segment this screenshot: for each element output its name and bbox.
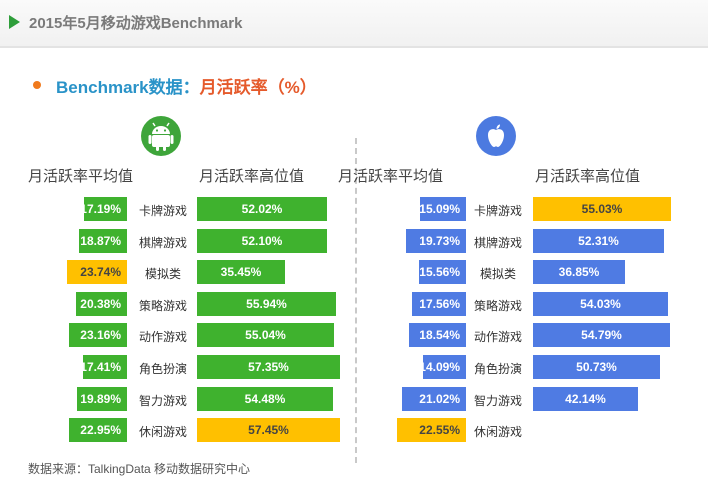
category-label: 策略游戏: [138, 299, 187, 313]
apple-icon: [476, 116, 516, 156]
bar-average: 15.09%: [419, 197, 466, 221]
category-label: 休闲游戏: [473, 425, 522, 439]
bar-average: 21.02%: [402, 387, 466, 411]
category-label: 卡牌游戏: [473, 204, 522, 218]
category-label: 模拟类: [479, 267, 516, 281]
category-label: 策略游戏: [473, 299, 522, 313]
bar-high: 36.85%: [533, 260, 625, 284]
header-bar: 2015年5月移动游戏Benchmark: [0, 0, 708, 48]
bar-high: 54.03%: [533, 292, 668, 316]
bar-high: 57.35%: [197, 355, 340, 379]
category-label: 智力游戏: [138, 394, 187, 408]
bullet-dot-icon: [33, 81, 41, 89]
bar-average: 20.38%: [76, 292, 127, 316]
bar-average: 17.41%: [80, 355, 127, 379]
bar-average: 23.74%: [67, 260, 127, 284]
subtitle-part-b: 月活跃率（%）: [199, 78, 317, 97]
android-icon: [141, 116, 181, 156]
category-label: 智力游戏: [473, 394, 522, 408]
bar-average: 18.54%: [409, 323, 466, 347]
category-label: 角色扮演: [473, 362, 522, 376]
category-label: 棋牌游戏: [138, 236, 187, 250]
bar-average: 22.55%: [397, 418, 466, 442]
subtitle-part-a: Benchmark数据：: [56, 78, 200, 97]
category-label: 卡牌游戏: [138, 204, 187, 218]
category-label: 动作游戏: [473, 330, 522, 344]
bar-average: 17.56%: [412, 292, 466, 316]
bar-average: 14.09%: [419, 355, 466, 379]
bar-high: 35.45%: [197, 260, 285, 284]
play-triangle-icon: [9, 15, 20, 29]
bar-average: 15.56%: [419, 260, 466, 284]
center-divider: [355, 138, 357, 463]
series-header-average: 月活跃率平均值: [28, 168, 134, 185]
header-title: 2015年5月移动游戏Benchmark: [29, 15, 243, 32]
bar-average: 23.16%: [69, 323, 127, 347]
bar-average: 19.89%: [77, 387, 127, 411]
bar-high: 54.48%: [197, 387, 333, 411]
bar-high: 57.45%: [197, 418, 340, 442]
bar-high: 55.94%: [197, 292, 336, 316]
series-header-average: 月活跃率平均值: [338, 168, 444, 185]
category-label: 动作游戏: [138, 330, 187, 344]
series-header-high: 月活跃率高位值: [535, 168, 641, 185]
chart-subtitle: Benchmark数据：月活跃率（%）: [56, 73, 317, 98]
category-label: 棋牌游戏: [473, 236, 522, 250]
data-source: 数据来源：TalkingData 移动数据研究中心: [28, 462, 251, 476]
bar-average: 22.95%: [69, 418, 127, 442]
bar-high: 52.02%: [197, 197, 327, 221]
category-label: 休闲游戏: [138, 425, 187, 439]
bar-high: 50.73%: [533, 355, 660, 379]
bar-average: 19.73%: [406, 229, 466, 253]
bar-high: 42.14%: [533, 387, 638, 411]
series-header-high: 月活跃率高位值: [199, 168, 305, 185]
bar-high: 55.04%: [197, 323, 334, 347]
category-label: 模拟类: [144, 267, 181, 281]
bar-high: 52.10%: [197, 229, 327, 253]
bar-high: 52.31%: [533, 229, 664, 253]
bar-high: 55.03%: [533, 197, 671, 221]
bar-average: 18.87%: [79, 229, 127, 253]
bar-average: 17.19%: [80, 197, 127, 221]
category-label: 角色扮演: [138, 362, 187, 376]
bar-high: 54.79%: [533, 323, 670, 347]
